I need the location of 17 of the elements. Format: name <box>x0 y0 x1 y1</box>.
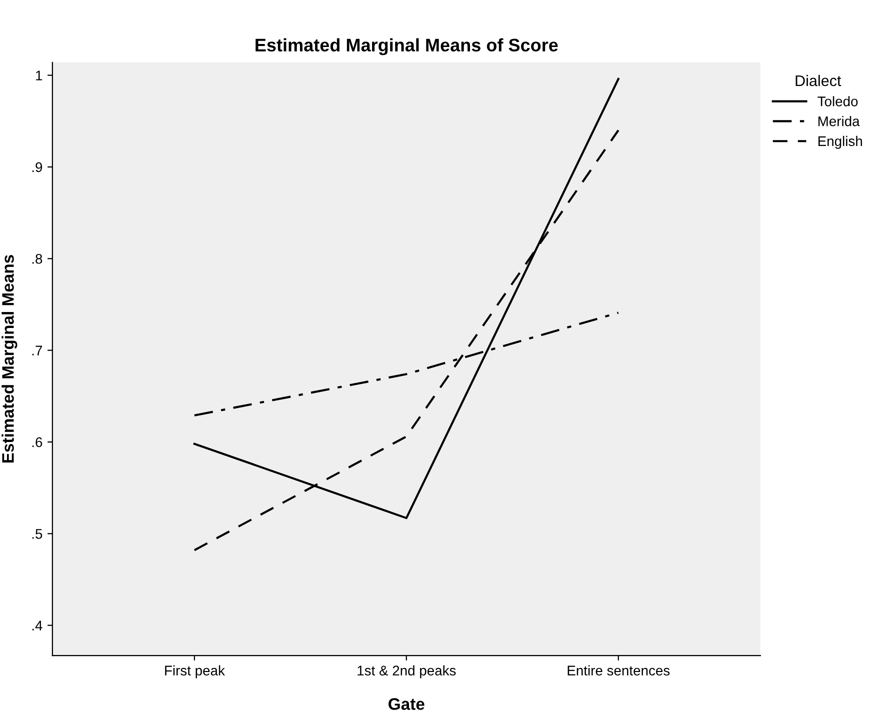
legend-label: Toledo <box>818 96 858 106</box>
y-tick-label: .8 <box>32 254 42 264</box>
chart-title: Estimated Marginal Means of Score <box>256 38 558 56</box>
x-axis-title: Gate <box>388 698 424 710</box>
legend-title: Dialect <box>796 74 842 86</box>
y-tick-label: .4 <box>32 620 42 630</box>
y-tick-label: .9 <box>32 162 42 172</box>
y-tick-label: .7 <box>32 346 42 356</box>
legend-label: English <box>818 136 862 149</box>
y-axis-title: Estimated Marginal Means <box>2 255 18 463</box>
x-tick-label: First peak <box>165 665 225 678</box>
y-tick-label: .5 <box>32 529 42 539</box>
x-tick-label: Entire sentences <box>568 665 670 676</box>
x-tick-label: 1st & 2nd peaks <box>358 665 456 678</box>
y-tick-label: 1 <box>36 70 42 80</box>
legend-label: Merida <box>818 116 860 126</box>
y-tick-label: .6 <box>32 437 42 448</box>
